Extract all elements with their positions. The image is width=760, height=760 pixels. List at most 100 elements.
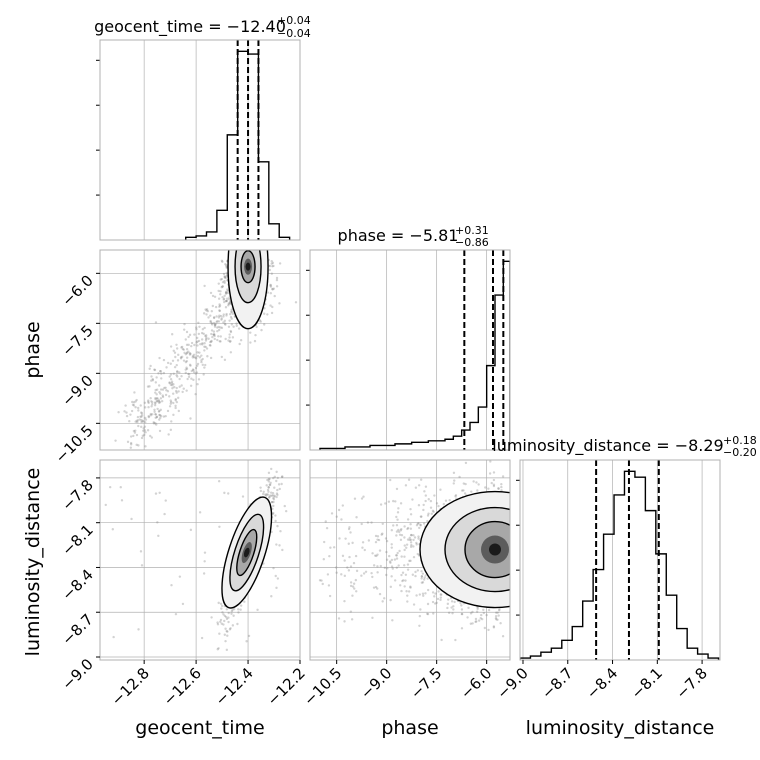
sample-point	[421, 592, 425, 595]
sample-point	[271, 491, 275, 495]
sample-point	[394, 554, 398, 557]
sample-point	[492, 471, 496, 474]
sample-point	[266, 291, 269, 294]
sample-point	[179, 357, 183, 360]
sample-point	[162, 371, 166, 375]
sample-point	[269, 283, 272, 287]
sample-point	[157, 372, 160, 375]
sample-point	[175, 400, 179, 404]
sample-point	[477, 619, 481, 622]
sample-point	[169, 377, 173, 381]
sample-point	[158, 390, 161, 394]
sample-point	[152, 422, 156, 425]
sample-point	[209, 314, 212, 317]
sample-point	[220, 326, 224, 330]
sample-point	[268, 496, 271, 499]
sample-point	[158, 400, 162, 404]
sample-point	[177, 396, 180, 400]
sample-point	[436, 597, 440, 601]
sample-point	[484, 486, 487, 489]
y-tick-label: −10.5	[52, 421, 97, 466]
sample-point	[372, 564, 376, 567]
sample-point	[197, 321, 200, 324]
sample-point	[381, 600, 384, 603]
sample-point	[131, 400, 134, 404]
x-axis-label-phase: phase	[381, 717, 438, 739]
sample-point	[192, 378, 195, 382]
sample-point	[139, 415, 142, 418]
sample-point	[228, 300, 232, 303]
sample-point	[270, 260, 273, 263]
sample-point	[218, 340, 221, 343]
sample-point	[416, 552, 419, 556]
sample-point	[157, 400, 161, 403]
sample-point	[422, 522, 426, 525]
sample-point	[391, 619, 394, 622]
sample-point	[211, 335, 214, 339]
sample-point	[272, 496, 275, 500]
sample-point	[198, 325, 201, 328]
sample-point	[185, 348, 189, 351]
sample-point	[360, 522, 363, 526]
sample-point	[222, 272, 226, 276]
sample-point	[212, 333, 215, 336]
sample-point	[403, 555, 406, 558]
y-tick-label: −8.4	[58, 566, 96, 604]
sample-point	[216, 338, 219, 342]
sample-point	[220, 355, 224, 359]
sample-point	[170, 380, 174, 383]
sample-point	[330, 512, 334, 515]
sample-point	[154, 413, 158, 416]
sample-point	[501, 635, 505, 638]
sample-point	[495, 611, 498, 614]
sample-point	[280, 482, 283, 486]
sample-point	[419, 515, 423, 518]
sample-point	[267, 486, 270, 489]
sample-point	[154, 398, 157, 401]
sample-point	[111, 528, 115, 531]
sample-point	[123, 410, 126, 413]
sample-point	[228, 319, 231, 322]
sample-point	[400, 589, 403, 593]
sample-point	[132, 404, 136, 407]
sample-point	[474, 620, 477, 624]
sample-point	[185, 352, 189, 355]
sample-point	[500, 489, 503, 492]
sample-point	[210, 616, 213, 619]
sample-point	[409, 513, 413, 516]
sample-point	[155, 415, 159, 418]
sample-point	[154, 492, 158, 495]
sample-point	[175, 363, 178, 367]
sample-point	[181, 602, 185, 606]
sample-point	[154, 402, 157, 405]
sample-point	[270, 272, 274, 275]
sample-point	[136, 406, 140, 410]
scatter-panel-phase-vs-luminosity-distance	[309, 459, 511, 661]
sample-point	[226, 291, 230, 295]
sample-point	[352, 561, 356, 565]
sample-point	[224, 639, 227, 643]
sample-point	[471, 622, 474, 625]
sample-point	[211, 304, 215, 308]
sample-point	[395, 524, 399, 527]
sample-point	[409, 533, 413, 537]
sample-point	[169, 428, 173, 432]
sample-point	[223, 300, 226, 304]
sample-point	[150, 400, 153, 403]
sample-point	[207, 337, 210, 340]
sample-point	[270, 311, 274, 315]
sample-point	[409, 545, 413, 549]
sample-point	[376, 553, 379, 556]
sample-point	[129, 443, 133, 446]
sample-point	[460, 604, 463, 607]
sample-point	[173, 365, 177, 369]
sample-point	[227, 620, 230, 624]
sample-point	[210, 332, 213, 336]
sample-point	[462, 482, 465, 485]
sample-point	[446, 602, 450, 606]
sample-point	[129, 446, 133, 449]
sample-point	[196, 364, 199, 367]
sample-point	[459, 601, 462, 605]
sample-point	[140, 411, 143, 414]
sample-point	[214, 305, 218, 309]
